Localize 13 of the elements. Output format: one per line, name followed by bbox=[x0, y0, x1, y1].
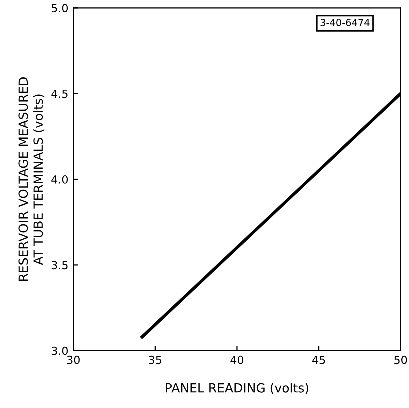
x-tick-label: 30 bbox=[67, 356, 80, 364]
y-axis-title: RESERVOIR VOLTAGE MEASURED AT TUBE TERMINALS (volts) bbox=[18, 78, 45, 282]
y-tick-label: 4.0 bbox=[52, 175, 68, 184]
x-tick-label: 35 bbox=[149, 356, 162, 364]
x-axis-title: PANEL READING (volts) bbox=[166, 383, 308, 394]
y-tick-label: 5.0 bbox=[52, 4, 68, 13]
x-tick-label: 50 bbox=[394, 356, 408, 364]
y-tick-label: 3.0 bbox=[52, 346, 68, 356]
y-tick-label: 3.5 bbox=[52, 261, 68, 270]
x-tick-label: 45 bbox=[312, 356, 326, 364]
y-tick-label: 4.5 bbox=[52, 90, 68, 98]
annotation: 3-40-6474 bbox=[320, 19, 370, 26]
x-tick-label: 40 bbox=[230, 356, 244, 364]
